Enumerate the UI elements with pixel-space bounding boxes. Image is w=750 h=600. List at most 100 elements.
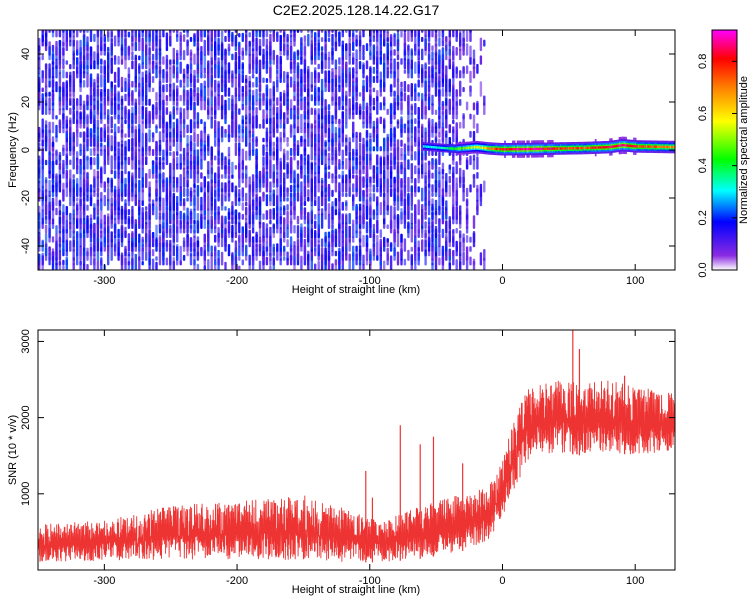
heatmap-cell [207, 161, 210, 175]
heatmap-cell [203, 54, 206, 70]
heatmap-cell [414, 151, 417, 161]
heatmap-cell [286, 239, 289, 248]
heatmap-cell [269, 159, 272, 175]
heatmap-cell [431, 232, 434, 243]
heatmap-cell [314, 220, 317, 229]
heatmap-cell [631, 144, 634, 148]
heatmap-cell [358, 30, 362, 38]
heatmap-cell [251, 236, 255, 243]
heatmap-cell [483, 249, 486, 261]
heatmap-cell [400, 233, 403, 243]
heatmap-cell [145, 54, 148, 65]
heatmap-cell [452, 109, 455, 115]
heatmap-cell [286, 187, 289, 193]
heatmap-cell [383, 117, 386, 125]
heatmap-cell [182, 34, 186, 42]
heatmap-cell [410, 253, 413, 266]
heatmap-cell [578, 146, 581, 150]
heatmap-cell [245, 150, 248, 161]
heatmap-cell [58, 260, 62, 266]
heatmap-cell [186, 188, 189, 197]
heatmap-cell [245, 30, 248, 33]
heatmap-cell [262, 245, 265, 257]
heatmap-cell [155, 124, 158, 129]
heatmap-cell [214, 234, 217, 243]
heatmap-cell [289, 30, 293, 33]
heatmap-cell [172, 151, 175, 166]
heatmap-cell [238, 197, 241, 202]
heatmap-cell [431, 45, 434, 52]
heatmap-cell [393, 127, 396, 138]
heatmap-cell [452, 119, 455, 125]
heatmap-cell [172, 214, 175, 220]
heatmap-cell [286, 210, 289, 225]
heatmap-cell [403, 238, 407, 252]
heatmap-cell [58, 86, 62, 93]
heatmap-cell [434, 210, 438, 216]
heatmap-cell [421, 30, 424, 33]
heatmap-cell [649, 145, 651, 148]
heatmap-cell [155, 92, 158, 102]
heatmap-cell [210, 49, 213, 61]
heatmap-cell [441, 101, 445, 106]
heatmap-cell [276, 187, 279, 202]
heatmap-cell [196, 236, 200, 243]
heatmap-cell [238, 265, 241, 270]
heatmap-cell [186, 124, 189, 134]
heatmap-cell [327, 37, 331, 42]
heatmap-cell [352, 30, 355, 38]
heatmap-cell [410, 185, 413, 193]
heatmap-cell [207, 133, 210, 143]
heatmap-cell [459, 80, 462, 97]
heatmap-cell [269, 190, 272, 202]
heatmap-cell [403, 169, 407, 179]
heatmap-cell [241, 187, 244, 198]
heatmap-cell [127, 209, 131, 216]
heatmap-cell [296, 215, 300, 225]
heatmap-cell [441, 245, 445, 257]
heatmap-cell [234, 51, 238, 61]
heatmap-cell [479, 81, 483, 97]
heatmap-cell [131, 172, 134, 179]
heatmap-cell [403, 58, 407, 70]
heatmap-cell [645, 145, 648, 148]
heatmap-cell [141, 49, 144, 65]
heatmap-cell [307, 196, 310, 202]
heatmap-cell [345, 123, 348, 129]
heatmap-cell [38, 127, 41, 134]
heatmap-cell [238, 256, 241, 261]
heatmap-cell [186, 134, 189, 147]
heatmap-cell [265, 114, 269, 120]
heatmap-cell [400, 147, 403, 156]
heatmap-cell [117, 77, 120, 88]
heatmap-cell [117, 67, 120, 79]
heatmap-cell [55, 232, 58, 243]
heatmap-cell [403, 32, 407, 47]
heatmap-cell [58, 121, 62, 129]
heatmap-cell [417, 79, 420, 88]
heatmap-cell [248, 264, 251, 270]
heatmap-cell [289, 61, 293, 70]
heatmap-cell [262, 93, 265, 102]
heatmap-cell [255, 88, 258, 102]
heatmap-cell [245, 206, 248, 216]
heatmap-cell [317, 39, 320, 52]
heatmap-cell [555, 147, 557, 150]
heatmap-cell [110, 145, 113, 152]
heatmap-cell [414, 186, 417, 193]
heatmap-cell [296, 164, 300, 170]
heatmap-cell [179, 210, 182, 220]
heatmap-cell [193, 101, 196, 106]
heatmap-cell [169, 145, 172, 152]
heatmap-cell [179, 174, 182, 188]
heatmap-cell [426, 145, 428, 148]
heatmap-cell [317, 213, 320, 229]
heatmap-cell [196, 92, 200, 97]
heatmap-cell [307, 250, 310, 261]
heatmap-cell [372, 228, 376, 234]
heatmap-cell [165, 83, 169, 93]
heatmap-cell [103, 163, 106, 175]
heatmap-cell [441, 168, 445, 175]
heatmap-cell [214, 63, 217, 70]
heatmap-cell [348, 137, 351, 152]
